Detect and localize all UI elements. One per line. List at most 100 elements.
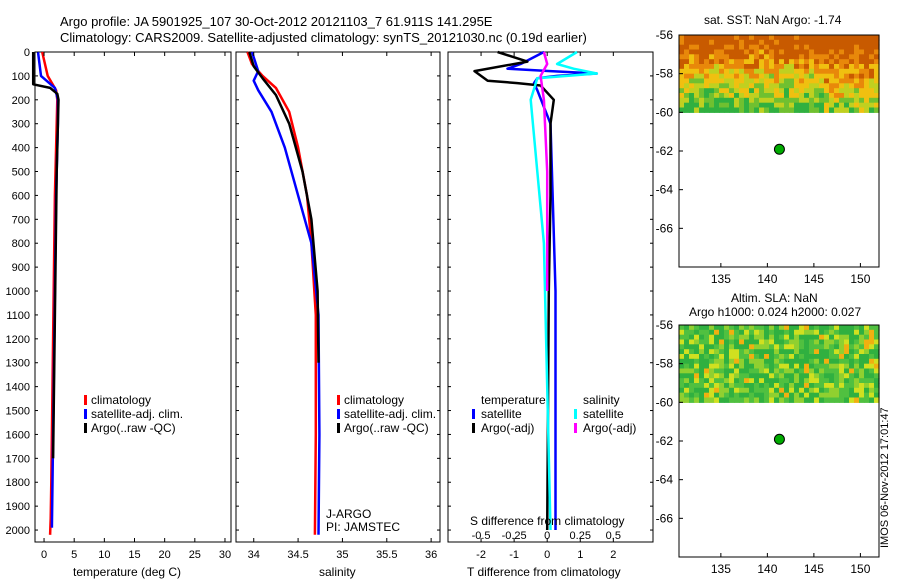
heatmap-cell [764,88,770,94]
heatmap-cell [754,339,760,345]
heatmap-cell [799,358,805,365]
map-xtick-label: 140 [757,272,777,286]
heatmap-cell [859,344,865,350]
heatmap-cell [799,54,805,60]
heatmap-cell [679,368,685,374]
heatmap-cell [859,64,865,70]
heatmap-cell [779,59,785,65]
heatmap-cell [684,64,690,70]
heatmap-cell [679,387,685,394]
heatmap-cell [689,368,695,374]
heatmap-cell [809,378,815,384]
heatmap-cell [754,35,760,41]
heatmap-cell [739,88,745,94]
heatmap-cell [804,39,810,46]
heatmap-cell [839,354,845,360]
heatmap-cell [824,325,830,331]
heatmap-cell [734,378,740,384]
heatmap-cell [809,64,815,70]
heatmap-cell [689,54,695,60]
temperature-ytick-label: 500 [12,167,30,179]
heatmap-cell [869,392,875,399]
heatmap-cell [704,97,710,104]
heatmap-cell [684,334,690,341]
heatmap-cell [759,68,765,75]
heatmap-cell [699,64,705,70]
heatmap-cell [819,349,825,355]
sst-heatmap-field [679,35,880,113]
heatmap-cell [824,49,830,55]
heatmap-cell [749,397,755,403]
heatmap-cell [704,378,710,384]
heatmap-cell [874,358,880,365]
heatmap-cell [784,68,790,75]
heatmap-cell [769,102,775,109]
heatmap-cell [724,363,730,370]
heatmap-cell [869,93,875,99]
heatmap-cell [789,358,795,365]
heatmap-cell [844,59,850,65]
heatmap-cell [704,35,710,41]
difference-legend-salinity: salinity satellite Argo(-adj) [574,393,636,435]
heatmap-cell [869,35,875,41]
heatmap-cell [844,83,850,89]
heatmap-cell [829,329,835,336]
heatmap-cell [719,387,725,394]
heatmap-cell [809,68,815,75]
heatmap-cell [744,78,750,84]
heatmap-cell [794,349,800,355]
heatmap-cell [854,83,860,89]
heatmap-cell [729,383,735,389]
heatmap-cell [789,78,795,84]
heatmap-cell [709,397,715,403]
heatmap-cell [774,44,780,51]
map-xtick-label: 140 [757,562,777,576]
heatmap-cell [754,383,760,389]
heatmap-cell [774,39,780,46]
heatmap-cell [704,354,710,360]
heatmap-cell [819,83,825,89]
heatmap-cell [849,35,855,41]
heatmap-cell [699,68,705,75]
heatmap-cell [839,368,845,374]
heatmap-cell [689,97,695,104]
heatmap-cell [734,88,740,94]
heatmap-cell [794,35,800,41]
heatmap-cell [789,349,795,355]
heatmap-cell [694,44,700,51]
heatmap-cell [689,35,695,41]
heatmap-cell [799,78,805,84]
heatmap-cell [754,93,760,99]
heatmap-cell [684,387,690,394]
heatmap-cell [784,329,790,336]
heatmap-cell [814,368,820,374]
heatmap-cell [684,368,690,374]
heatmap-cell [684,373,690,379]
heatmap-cell [824,88,830,94]
heatmap-cell [789,344,795,350]
heatmap-cell [719,49,725,55]
heatmap-cell [679,349,685,355]
heatmap-cell [694,387,700,394]
heatmap-cell [679,325,685,331]
heatmap-cell [769,349,775,355]
heatmap-cell [749,334,755,341]
heatmap-cell [689,378,695,384]
heatmap-cell [759,44,765,51]
heatmap-cell [834,59,840,65]
heatmap-cell [724,392,730,399]
temperature-ytick-label: 1700 [6,453,30,465]
heatmap-cell [794,83,800,89]
heatmap-cell [754,378,760,384]
heatmap-cell [714,78,720,84]
heatmap-cell [794,97,800,104]
heatmap-cell [834,102,840,109]
heatmap-cell [719,325,725,331]
heatmap-cell [804,59,810,65]
heatmap-cell [744,68,750,75]
heatmap-cell [739,44,745,51]
heatmap-cell [844,354,850,360]
heatmap-cell [774,102,780,109]
heatmap-cell [684,358,690,365]
heatmap-cell [769,354,775,360]
